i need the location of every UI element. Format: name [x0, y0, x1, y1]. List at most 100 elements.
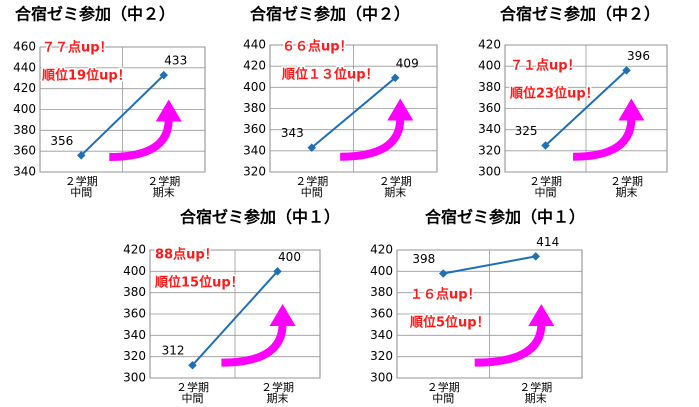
arrow — [573, 118, 636, 161]
x-tick-label-box: ２学期 期末 — [610, 176, 643, 199]
arrow-head — [528, 304, 555, 326]
y-tick-label: 340 — [13, 165, 36, 179]
y-tick-label: 400 — [13, 102, 36, 116]
annotation: 88点up！ — [155, 247, 218, 263]
chart-title: 合宿ゼミ参加（中２） — [250, 5, 410, 24]
annotation: 順位15位up！ — [155, 275, 244, 291]
value-label: 414 — [536, 235, 559, 249]
x-tick-label-box: ２学期 期末 — [519, 382, 553, 405]
y-tick-label: 360 — [243, 122, 266, 136]
value-label: 398 — [412, 252, 435, 266]
line — [544, 69, 628, 147]
point — [159, 70, 168, 80]
y-tick-label: 340 — [370, 328, 393, 342]
x-tick-label-box: ２学期 期末 — [379, 176, 412, 198]
value-label: 325 — [515, 124, 538, 138]
x-tick-label: ２学期 中間 — [64, 176, 98, 199]
y-tick-label: 340 — [123, 328, 146, 342]
arrow-head — [269, 304, 296, 326]
arrow-head — [618, 98, 645, 121]
y-tick-label: 320 — [478, 143, 501, 157]
y-tick-label: 360 — [370, 307, 393, 321]
y-tick-label: 460 — [13, 40, 36, 54]
y-tick-label: 380 — [243, 101, 266, 115]
y-tick-label: 400 — [243, 80, 266, 94]
arrow — [340, 118, 405, 161]
x-tick-label: ２学期 期末 — [147, 176, 181, 199]
x-tick-label: ２学期 期末 — [261, 382, 294, 405]
point — [391, 73, 400, 83]
point — [439, 269, 448, 278]
y-tick-label: 380 — [13, 123, 36, 137]
y-tick-label: 380 — [478, 80, 501, 94]
value-label: 356 — [50, 134, 73, 148]
annotation: ７１点up！ — [510, 58, 581, 74]
x-tick-label: ２学期 中間 — [426, 382, 460, 405]
line — [443, 255, 536, 275]
point — [273, 267, 282, 276]
y-tick-label: 320 — [243, 165, 266, 179]
annotation: ６６点up！ — [282, 39, 353, 55]
x-tick-label-box: ２学期 期末 — [147, 176, 181, 199]
y-tick-label: 360 — [13, 144, 36, 158]
value-label: 400 — [278, 250, 301, 264]
arrow — [474, 323, 546, 367]
y-tick-label: 360 — [478, 101, 501, 115]
x-tick-label: ２学期 中間 — [176, 382, 209, 405]
value-label: 396 — [627, 49, 650, 63]
x-tick-label-box: ２学期 期末 — [261, 382, 294, 405]
y-tick-label: 400 — [123, 264, 146, 278]
y-tick-label: 420 — [243, 59, 266, 73]
y-tick-label: 420 — [370, 243, 393, 257]
y-tick-label: 340 — [243, 143, 266, 157]
arrow — [221, 323, 287, 367]
point — [307, 143, 316, 152]
y-tick-label: 300 — [370, 371, 393, 385]
y-tick-label: 300 — [123, 371, 146, 385]
y-tick-label: 420 — [13, 81, 36, 95]
value-label: 409 — [396, 56, 419, 70]
x-tick-label-box: ２学期 中間 — [295, 176, 329, 199]
y-tick-label: 380 — [370, 285, 393, 299]
y-tick-label: 400 — [478, 59, 501, 73]
y-tick-label: 420 — [478, 38, 501, 52]
arrow — [109, 119, 173, 161]
y-tick-label: 440 — [243, 38, 266, 52]
chart-title: 合宿ゼミ参加（中２） — [500, 5, 660, 24]
x-tick-label-box: ２学期 中間 — [64, 176, 98, 199]
y-tick-label: 340 — [478, 122, 501, 136]
y-tick-label: 380 — [123, 285, 146, 299]
x-tick-label-box: ２学期 中間 — [176, 382, 209, 405]
chart-title: 合宿ゼミ参加（中１） — [180, 208, 340, 227]
annotation: 順位5位up！ — [410, 315, 490, 331]
x-tick-label-box: ２学期 中間 — [529, 176, 562, 199]
value-label: 433 — [164, 54, 187, 68]
y-tick-label: 300 — [478, 165, 501, 179]
y-tick-label: 320 — [370, 349, 393, 363]
line — [80, 74, 165, 157]
y-tick-label: 440 — [13, 60, 36, 74]
y-tick-label: 400 — [370, 264, 393, 278]
value-label: 312 — [162, 344, 185, 358]
y-tick-label: 420 — [123, 243, 146, 257]
y-tick-label: 360 — [123, 307, 146, 321]
annotation: 順位23位up！ — [510, 86, 599, 102]
value-label: 343 — [281, 126, 304, 140]
x-tick-label-box: ２学期 中間 — [426, 382, 460, 405]
annotation: ７７点up！ — [42, 40, 113, 56]
point — [188, 360, 197, 370]
chart-title: 合宿ゼミ参加（中２） — [15, 5, 175, 24]
x-tick-label: ２学期 期末 — [519, 382, 553, 405]
line — [191, 270, 279, 366]
x-tick-label: ２学期 中間 — [295, 176, 329, 199]
annotation: １６点up！ — [410, 287, 481, 303]
arrow-head — [155, 99, 182, 122]
annotation: 順位19位up！ — [42, 68, 131, 84]
x-tick-label: ２学期 期末 — [610, 176, 643, 199]
x-tick-label: ２学期 中間 — [529, 176, 562, 199]
point — [77, 151, 86, 160]
arrow-head — [387, 98, 414, 121]
line — [311, 77, 396, 149]
annotation: 順位１３位up！ — [282, 67, 379, 83]
